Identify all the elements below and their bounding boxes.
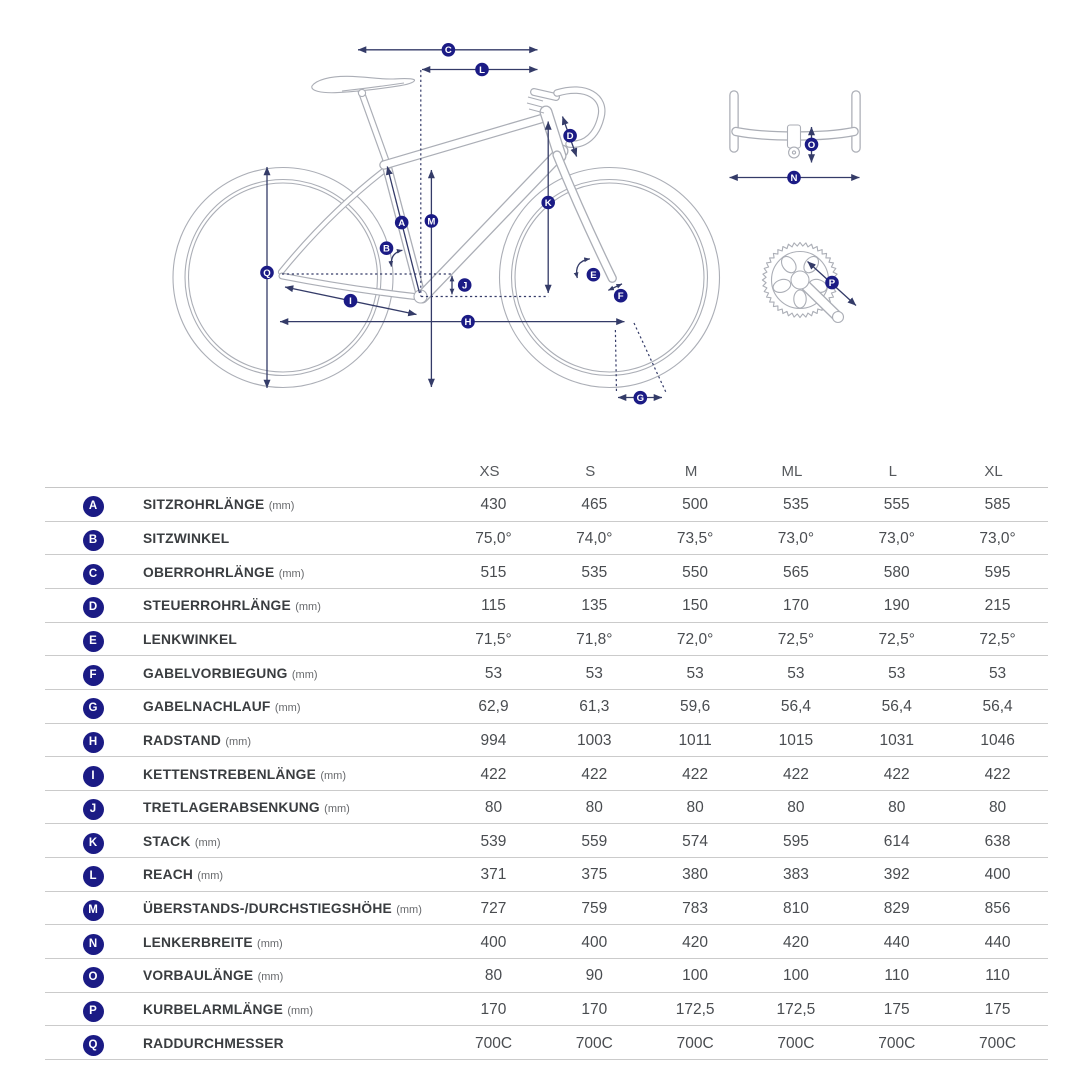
svg-text:D: D [567,131,574,142]
svg-text:M: M [427,216,435,227]
svg-text:C: C [445,45,452,56]
svg-text:N: N [791,173,798,184]
svg-text:J: J [462,280,467,291]
svg-text:H: H [465,317,472,328]
svg-text:Q: Q [263,268,271,279]
svg-text:L: L [479,65,485,76]
svg-text:P: P [829,278,836,289]
svg-text:I: I [349,296,352,307]
svg-text:F: F [618,291,624,302]
svg-text:O: O [808,140,816,151]
svg-text:A: A [398,218,405,229]
svg-text:B: B [383,244,390,255]
svg-text:K: K [545,198,552,209]
svg-text:E: E [590,270,597,281]
svg-text:G: G [637,393,644,404]
